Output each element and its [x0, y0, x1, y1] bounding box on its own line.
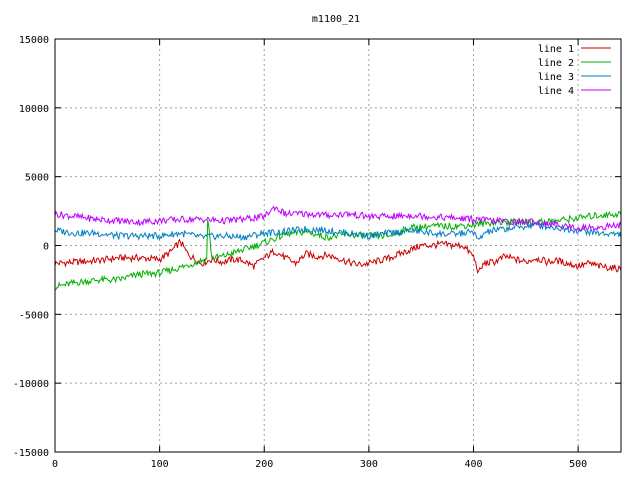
x-tick-label: 500	[569, 459, 587, 470]
axis-ticks: 0 100 200 300 400 500 -15000 -10000 -5000 0 5000 10…	[13, 35, 621, 470]
legend-label-3: line 3	[538, 72, 574, 83]
x-tick-label: 300	[360, 459, 378, 470]
y-tick-label: 10000	[19, 104, 49, 115]
y-tick-label: 5000	[25, 173, 49, 184]
series-lines	[54, 205, 622, 291]
x-tick-label: 400	[464, 459, 482, 470]
legend-label-4: line 4	[538, 86, 574, 97]
y-tick-label: -5000	[19, 310, 49, 321]
legend: line 1 line 2 line 3 line 4	[538, 44, 611, 97]
y-tick-label: 15000	[19, 35, 49, 46]
series-line-1	[54, 238, 622, 275]
y-tick-label: -15000	[13, 448, 49, 459]
y-tick-label: 0	[43, 242, 49, 253]
legend-label-2: line 2	[538, 58, 574, 69]
series-line-4	[54, 205, 622, 232]
chart-title: m1100_21	[312, 14, 360, 25]
y-tick-label: -10000	[13, 379, 49, 390]
x-tick-label: 0	[52, 459, 58, 470]
x-tick-label: 100	[151, 459, 169, 470]
legend-label-1: line 1	[538, 44, 574, 55]
series-line-3	[54, 221, 622, 242]
x-tick-label: 200	[255, 459, 273, 470]
grid-lines	[55, 39, 621, 452]
